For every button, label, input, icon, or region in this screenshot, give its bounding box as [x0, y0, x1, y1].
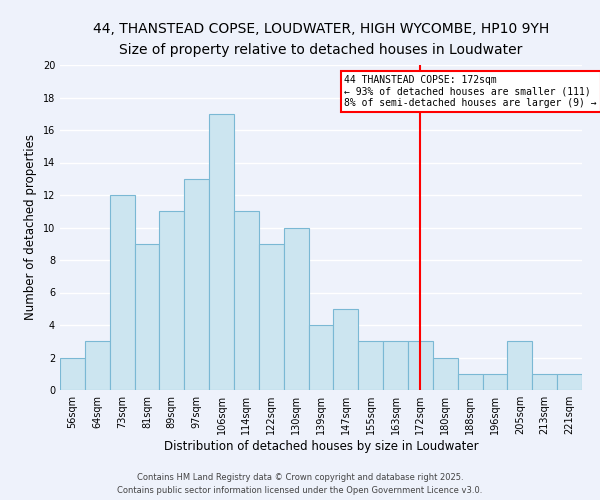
- X-axis label: Distribution of detached houses by size in Loudwater: Distribution of detached houses by size …: [164, 440, 478, 453]
- Bar: [482, 374, 508, 390]
- Bar: [284, 228, 308, 390]
- Bar: [508, 341, 532, 390]
- Bar: [259, 244, 284, 390]
- Y-axis label: Number of detached properties: Number of detached properties: [24, 134, 37, 320]
- Bar: [433, 358, 458, 390]
- Bar: [458, 374, 482, 390]
- Bar: [334, 308, 358, 390]
- Bar: [134, 244, 160, 390]
- Bar: [358, 341, 383, 390]
- Bar: [234, 211, 259, 390]
- Bar: [184, 179, 209, 390]
- Title: 44, THANSTEAD COPSE, LOUDWATER, HIGH WYCOMBE, HP10 9YH
Size of property relative: 44, THANSTEAD COPSE, LOUDWATER, HIGH WYC…: [93, 22, 549, 57]
- Bar: [209, 114, 234, 390]
- Bar: [85, 341, 110, 390]
- Bar: [557, 374, 582, 390]
- Bar: [532, 374, 557, 390]
- Bar: [383, 341, 408, 390]
- Bar: [308, 325, 334, 390]
- Bar: [60, 358, 85, 390]
- Bar: [408, 341, 433, 390]
- Text: Contains HM Land Registry data © Crown copyright and database right 2025.
Contai: Contains HM Land Registry data © Crown c…: [118, 474, 482, 495]
- Bar: [110, 195, 134, 390]
- Text: 44 THANSTEAD COPSE: 172sqm
← 93% of detached houses are smaller (111)
8% of semi: 44 THANSTEAD COPSE: 172sqm ← 93% of deta…: [344, 74, 597, 108]
- Bar: [160, 211, 184, 390]
